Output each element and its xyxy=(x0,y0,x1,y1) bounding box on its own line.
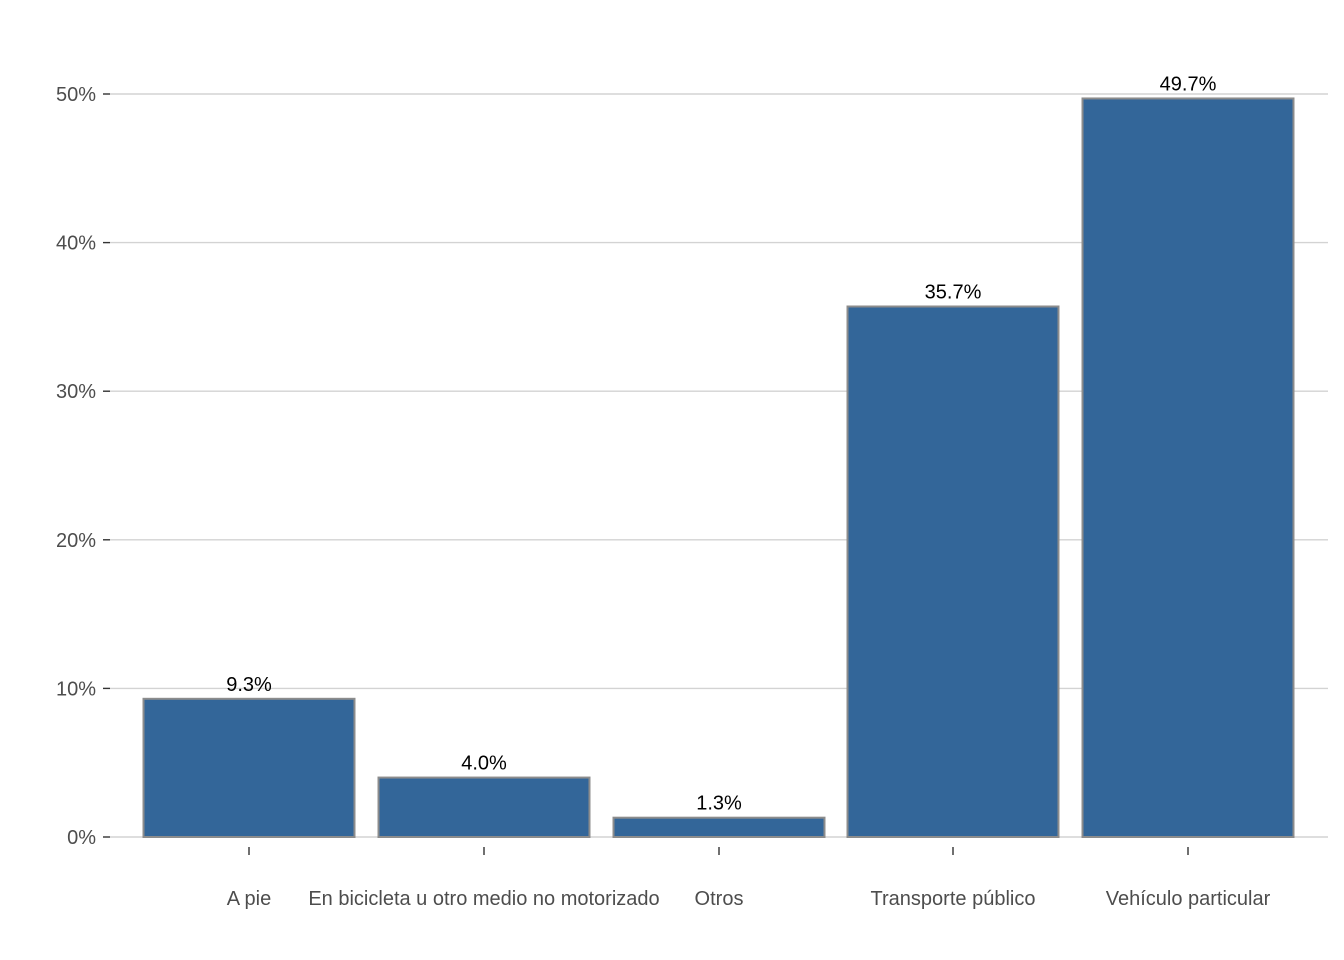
y-axis: 0% 10% 20% 30% 40% 50% xyxy=(56,84,110,849)
bars xyxy=(142,97,1295,839)
bar xyxy=(142,697,356,838)
data-label: 49.7% xyxy=(1160,73,1217,95)
bar xyxy=(846,305,1060,838)
data-labels: 9.3% 4.0% 1.3% 35.7% 49.7% xyxy=(226,73,1216,814)
data-label: 9.3% xyxy=(226,674,272,696)
y-tick-label: 20% xyxy=(56,530,96,552)
y-tick-label: 30% xyxy=(56,381,96,403)
bar xyxy=(1081,97,1295,838)
x-axis: A pie En bicicleta u otro medio no motori… xyxy=(227,847,1271,910)
y-tick-label: 10% xyxy=(56,678,96,700)
x-tick-label: Vehículo particular xyxy=(1106,888,1271,910)
x-tick-label: Transporte público xyxy=(871,888,1036,910)
data-label: 1.3% xyxy=(696,793,742,815)
x-tick-label: En bicicleta u otro medio no motorizado xyxy=(308,888,659,910)
data-label: 35.7% xyxy=(925,281,982,303)
y-tick-label: 40% xyxy=(56,233,96,255)
bar xyxy=(377,776,591,838)
data-label: 4.0% xyxy=(461,753,507,775)
y-tick-label: 0% xyxy=(67,827,96,849)
y-tick-label: 50% xyxy=(56,84,96,106)
bar xyxy=(612,816,826,839)
x-tick-label: A pie xyxy=(227,888,271,910)
x-tick-label: Otros xyxy=(695,888,744,910)
